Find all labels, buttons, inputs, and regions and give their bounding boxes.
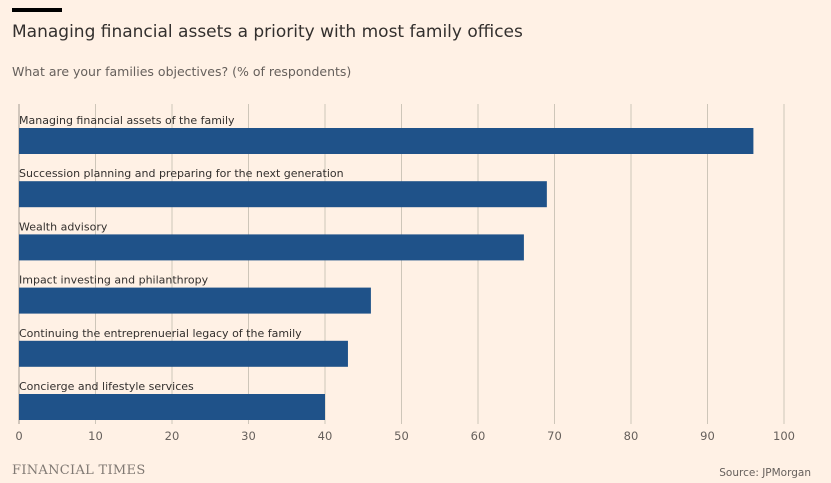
- bar-2: [19, 181, 547, 208]
- ft-top-rule: [12, 8, 62, 12]
- bar-6: [19, 394, 325, 420]
- category-label-2: Succession planning and preparing for th…: [19, 167, 344, 180]
- tick-label-0: 0: [15, 429, 22, 443]
- ft-logo: FINANCIAL TIMES: [12, 463, 146, 478]
- bars: [19, 128, 754, 420]
- tick-label-80: 80: [624, 429, 639, 443]
- bar-5: [19, 340, 348, 367]
- category-label-6: Concierge and lifestyle services: [19, 380, 194, 393]
- tick-label-90: 90: [700, 429, 715, 443]
- tick-label-100: 100: [773, 429, 795, 443]
- category-label-5: Continuing the entreprenuerial legacy of…: [19, 327, 302, 340]
- category-label-4: Impact investing and philanthropy: [19, 274, 209, 287]
- gridlines: [18, 104, 785, 424]
- bar-1: [19, 128, 754, 154]
- bar-4: [19, 287, 371, 314]
- category-labels: Managing financial assets of the family S…: [19, 114, 344, 393]
- x-axis-ticks: 0 10 20 30 40 50 60 70 80 90 100: [15, 429, 795, 443]
- tick-label-50: 50: [394, 429, 409, 443]
- category-label-3: Wealth advisory: [19, 220, 108, 233]
- bar-3: [19, 234, 524, 261]
- tick-label-10: 10: [88, 429, 103, 443]
- tick-label-30: 30: [241, 429, 256, 443]
- chart-title: Managing financial assets a priority wit…: [12, 22, 523, 42]
- tick-label-40: 40: [318, 429, 333, 443]
- category-label-1: Managing financial assets of the family: [19, 114, 235, 127]
- tick-label-70: 70: [547, 429, 562, 443]
- chart-subtitle: What are your families objectives? (% of…: [12, 64, 352, 79]
- source-note: Source: JPMorgan: [719, 467, 811, 479]
- tick-label-60: 60: [471, 429, 486, 443]
- tick-label-20: 20: [165, 429, 180, 443]
